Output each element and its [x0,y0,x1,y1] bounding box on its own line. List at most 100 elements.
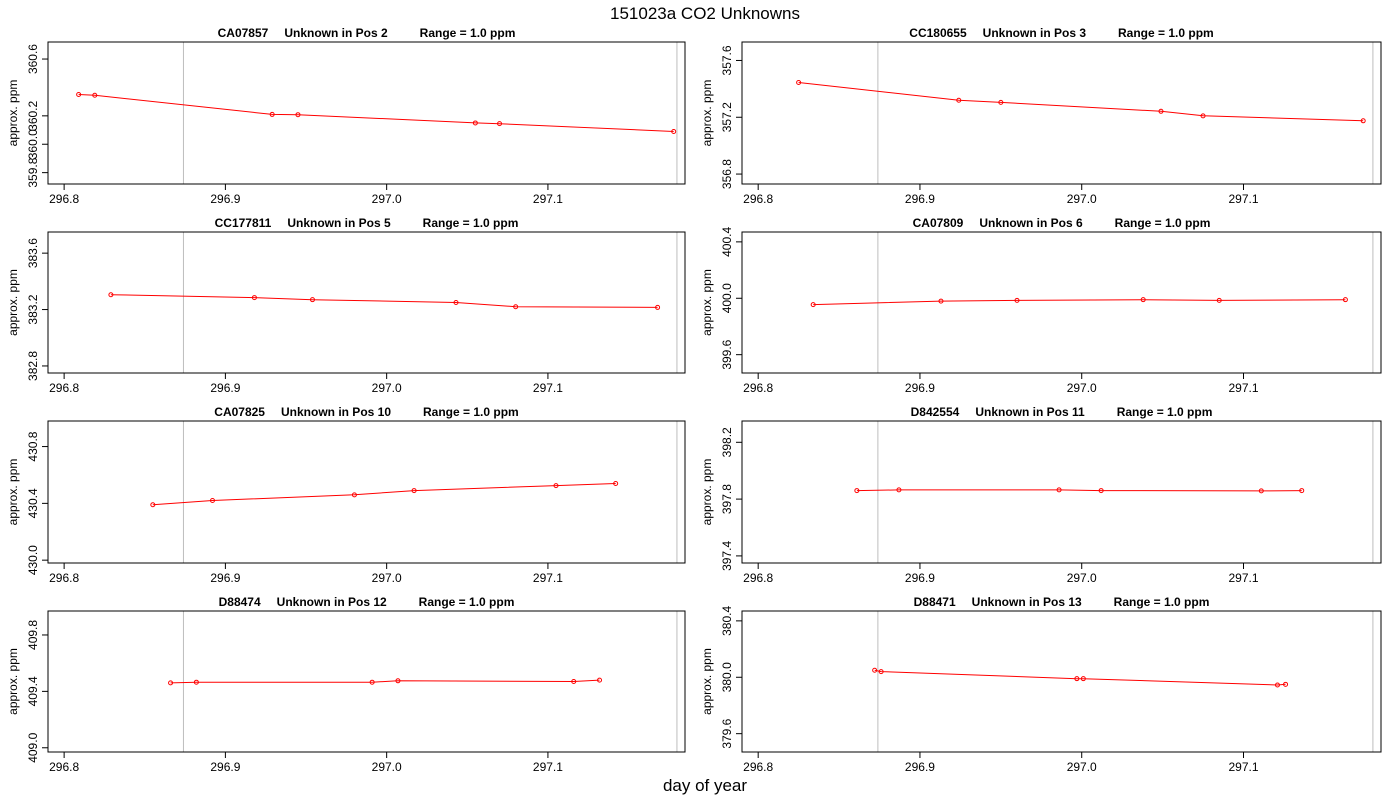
x-tick-label: 296.8 [743,381,773,395]
data-point [150,502,156,508]
data-point [1014,297,1020,303]
panel-title: CC177811 Unknown in Pos 5 Range = 1.0 ppm [215,216,519,230]
data-point [92,92,98,98]
series-line [813,299,1346,306]
data-point [193,679,199,685]
data-point [209,498,215,504]
y-axis-label: approx. ppm [6,648,20,715]
x-tick-label: 297.0 [372,192,402,206]
data-point [810,302,816,308]
y-axis-label: approx. ppm [6,80,20,147]
y-tick-label: 360.6 [26,44,40,74]
y-tick-label: 409.4 [26,676,40,706]
data-point [655,304,661,310]
y-axis-label: approx. ppm [700,269,714,336]
x-tick-label: 297.1 [533,760,563,774]
plot-frame [741,231,1382,374]
data-point [411,488,417,494]
plot-frame [47,610,686,753]
x-tick-label: 297.1 [1228,192,1258,206]
panel-title-id: CC180655 [909,26,967,40]
y-tick-label: 360.0 [26,129,40,159]
chart-panel-2: CC180655 Unknown in Pos 3 Range = 1.0 ppm 2… [700,26,1382,206]
data-point [395,678,401,684]
y-tick-label: 397.8 [720,484,734,514]
data-point [878,669,884,675]
panel-title: CA07825 Unknown in Pos 10 Range = 1.0 ppm [214,405,518,419]
x-tick-label: 296.8 [743,571,773,585]
chart-panel-1: CA07857 Unknown in Pos 2 Range = 1.0 ppm 29… [6,26,686,206]
y-tick-label: 357.2 [720,102,734,132]
x-tick-label: 296.8 [49,571,79,585]
y-tick-label: 398.2 [720,427,734,457]
y-tick-label: 399.6 [720,339,734,369]
x-tick-label: 297.1 [533,571,563,585]
x-tick-label: 297.1 [533,381,563,395]
data-point [251,295,257,301]
data-point [796,79,802,85]
data-point [1342,297,1348,303]
data-point [1200,113,1206,119]
y-tick-label: 397.4 [720,541,734,571]
y-tick-label: 357.6 [720,45,734,75]
x-tick-label: 296.8 [743,192,773,206]
data-point [76,92,82,98]
x-tick-label: 297.1 [1228,571,1258,585]
chart-panel-4: CA07809 Unknown in Pos 6 Range = 1.0 ppm 29… [700,216,1382,395]
y-tick-label: 409.0 [26,732,40,762]
x-tick-label: 297.1 [1228,760,1258,774]
x-tick-label: 297.0 [1067,760,1097,774]
series-line [874,669,1286,686]
panels: CA07857 Unknown in Pos 2 Range = 1.0 ppm 29… [6,26,1382,774]
y-tick-label: 430.8 [26,431,40,461]
plot-frame [47,231,686,374]
y-tick-label: 430.0 [26,545,40,575]
data-point [1283,681,1289,687]
chart-panel-3: CC177811 Unknown in Pos 5 Range = 1.0 ppm 2… [6,216,686,395]
plot-frame [741,41,1382,185]
panel-title-position: Unknown in Pos 11 [975,405,1085,419]
y-tick-label: 409.8 [26,620,40,650]
x-tick-label: 297.0 [1067,192,1097,206]
x-axis-label: day of year [663,776,747,795]
chart-panel-7: D88474 Unknown in Pos 12 Range = 1.0 ppm 29… [6,595,686,774]
panel-title-id: D842554 [911,405,960,419]
data-point [1299,488,1305,494]
plot-frame [741,420,1382,564]
data-point [295,112,301,118]
x-tick-label: 296.8 [743,760,773,774]
panel-title-id: CA07809 [913,216,964,230]
panel-title-position: Unknown in Pos 5 [287,216,391,230]
data-point [998,99,1004,105]
data-point [671,128,677,134]
data-point [513,304,519,310]
panel-title-id: D88474 [219,595,261,609]
y-tick-label: 380.4 [720,606,734,636]
panel-title-range: Range = 1.0 ppm [423,405,519,419]
figure-title: 151023a CO2 Unknowns [610,4,800,23]
x-tick-label: 296.9 [905,760,935,774]
data-point [168,680,174,686]
panel-title: CA07857 Unknown in Pos 2 Range = 1.0 ppm [218,26,516,40]
x-tick-label: 296.9 [210,760,240,774]
data-point [872,667,878,673]
panel-title: D88471 Unknown in Pos 13 Range = 1.0 ppm [914,595,1210,609]
chart-panel-5: CA07825 Unknown in Pos 10 Range = 1.0 ppm 2… [6,405,686,585]
panel-title: D842554 Unknown in Pos 11 Range = 1.0 ppm [911,405,1213,419]
y-tick-label: 383.2 [26,294,40,324]
panel-title-position: Unknown in Pos 13 [972,595,1082,609]
data-point [1074,676,1080,682]
data-point [1158,108,1164,114]
x-tick-label: 296.9 [210,381,240,395]
y-tick-label: 359.8 [26,157,40,187]
y-tick-label: 383.6 [26,238,40,268]
panel-title-range: Range = 1.0 ppm [1117,405,1213,419]
panel-title-position: Unknown in Pos 10 [281,405,391,419]
data-point [956,97,962,103]
data-point [597,677,603,683]
data-point [613,480,619,486]
data-point [1098,488,1104,494]
panel-title-range: Range = 1.0 ppm [419,595,515,609]
data-point [896,487,902,493]
